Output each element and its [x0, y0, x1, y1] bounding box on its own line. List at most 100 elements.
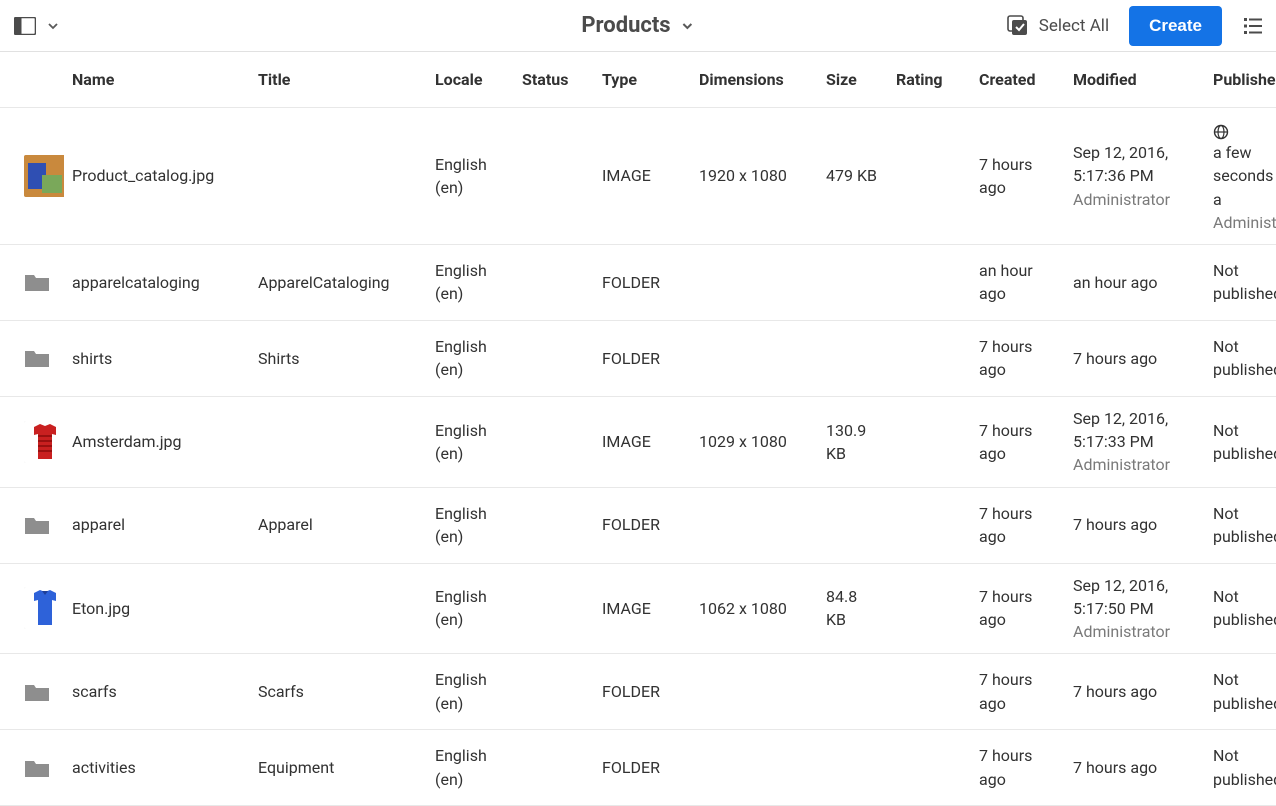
folder-icon: [16, 514, 64, 536]
cell-title: ApparelCataloging: [250, 271, 427, 294]
cell-created: 7 hours ago: [971, 153, 1065, 199]
table-row[interactable]: shirtsShirtsEnglish (en) FOLDER 7 hours ag…: [0, 321, 1276, 397]
cell-published: Not published: [1213, 337, 1276, 379]
cell-name: shirts: [64, 347, 250, 370]
cell-locale: English (en): [427, 259, 514, 305]
cell-locale: English (en): [427, 585, 514, 631]
col-type[interactable]: Type: [594, 70, 691, 89]
thumbnail: [24, 421, 64, 463]
cell-locale: English (en): [427, 335, 514, 381]
select-all-button[interactable]: Select All: [1007, 15, 1109, 37]
cell-modified: 7 hours ago: [1073, 682, 1157, 701]
cell-modified: Sep 12, 2016, 5:17:50 PM: [1073, 576, 1168, 618]
col-published[interactable]: Published: [1205, 70, 1276, 89]
col-created[interactable]: Created: [971, 70, 1065, 89]
cell-published: Not published: [1213, 421, 1276, 463]
cell-type: IMAGE: [594, 164, 691, 187]
cell-published-by: Administr: [1213, 211, 1276, 234]
col-status[interactable]: Status: [514, 70, 594, 89]
col-locale[interactable]: Locale: [427, 70, 514, 89]
cell-dimensions: 1062 x 1080: [691, 597, 818, 620]
table-row[interactable]: Eton.jpg English (en) IMAGE1062 x 108084.8…: [0, 564, 1276, 655]
cell-locale: English (en): [427, 502, 514, 548]
asset-table: Name Title Locale Status Type Dimensions…: [0, 52, 1276, 806]
cell-modified: 7 hours ago: [1073, 349, 1157, 368]
cell-locale: English (en): [427, 668, 514, 714]
select-all-icon: [1007, 15, 1029, 37]
folder-icon: [16, 347, 64, 369]
cell-locale: English (en): [427, 744, 514, 790]
cell-created: 7 hours ago: [971, 419, 1065, 465]
cell-published: Not published: [1213, 504, 1276, 546]
cell-locale: English (en): [427, 153, 514, 199]
cell-type: FOLDER: [594, 680, 691, 703]
cell-type: FOLDER: [594, 271, 691, 294]
cell-type: FOLDER: [594, 756, 691, 779]
create-button[interactable]: Create: [1129, 6, 1222, 46]
cell-published: Not published: [1213, 261, 1276, 303]
cell-name: Eton.jpg: [64, 597, 250, 620]
col-size[interactable]: Size: [818, 70, 888, 89]
cell-size: 84.8 KB: [818, 585, 888, 631]
folder-icon: [16, 271, 64, 293]
cell-created: 7 hours ago: [971, 585, 1065, 631]
cell-modified: an hour ago: [1073, 273, 1157, 292]
table-row[interactable]: scarfsScarfsEnglish (en) FOLDER 7 hours ag…: [0, 654, 1276, 730]
rail-dropdown-chevron-icon[interactable]: [46, 19, 60, 33]
cell-modified-by: Administrator: [1073, 453, 1197, 476]
table-row[interactable]: apparelcatalogingApparelCatalogingEnglis…: [0, 245, 1276, 321]
col-title[interactable]: Title: [250, 70, 427, 89]
title-dropdown-chevron-icon[interactable]: [681, 19, 695, 33]
cell-size: 479 KB: [818, 164, 888, 187]
col-dimensions[interactable]: Dimensions: [691, 70, 818, 89]
cell-published: Not published: [1213, 746, 1276, 788]
cell-name: scarfs: [64, 680, 250, 703]
cell-title: Equipment: [250, 756, 427, 779]
col-name[interactable]: Name: [64, 70, 250, 89]
rail-toggle-icon[interactable]: [12, 16, 38, 36]
top-bar: Products Select All Create: [0, 0, 1276, 52]
thumbnail: [24, 587, 64, 629]
cell-modified-by: Administrator: [1073, 620, 1197, 643]
cell-type: IMAGE: [594, 430, 691, 453]
cell-created: 7 hours ago: [971, 744, 1065, 790]
folder-icon: [16, 757, 64, 779]
cell-created: 7 hours ago: [971, 668, 1065, 714]
cell-size: 130.9 KB: [818, 419, 888, 465]
cell-modified: 7 hours ago: [1073, 758, 1157, 777]
cell-type: FOLDER: [594, 347, 691, 370]
col-modified[interactable]: Modified: [1065, 70, 1205, 89]
cell-dimensions: 1920 x 1080: [691, 164, 818, 187]
cell-created: 7 hours ago: [971, 335, 1065, 381]
folder-icon: [16, 681, 64, 703]
table-row[interactable]: activitiesEquipmentEnglish (en) FOLDER 7 h…: [0, 730, 1276, 806]
breadcrumb-title[interactable]: Products: [581, 13, 694, 38]
cell-published: a few seconds a: [1213, 143, 1273, 208]
cell-name: activities: [64, 756, 250, 779]
cell-name: Product_catalog.jpg: [64, 164, 250, 187]
cell-locale: English (en): [427, 419, 514, 465]
cell-type: FOLDER: [594, 513, 691, 536]
page-title: Products: [581, 13, 670, 38]
cell-created: an hour ago: [971, 259, 1065, 305]
view-switcher-icon[interactable]: [1242, 15, 1264, 37]
cell-name: apparel: [64, 513, 250, 536]
select-all-label: Select All: [1039, 16, 1109, 36]
cell-dimensions: 1029 x 1080: [691, 430, 818, 453]
cell-title: Shirts: [250, 347, 427, 370]
cell-type: IMAGE: [594, 597, 691, 620]
table-row[interactable]: apparelApparelEnglish (en) FOLDER 7 hours …: [0, 488, 1276, 564]
thumbnail: [24, 155, 64, 197]
cell-title: Apparel: [250, 513, 427, 536]
globe-icon: [1213, 123, 1229, 139]
cell-modified: Sep 12, 2016, 5:17:33 PM: [1073, 409, 1168, 451]
cell-title: Scarfs: [250, 680, 427, 703]
cell-modified: 7 hours ago: [1073, 515, 1157, 534]
cell-name: apparelcataloging: [64, 271, 250, 294]
table-row[interactable]: Product_catalog.jpg English (en) IMAGE1920…: [0, 108, 1276, 245]
table-row[interactable]: Amsterdam.jpg English (en) IMAGE1029 x 108…: [0, 397, 1276, 488]
col-rating[interactable]: Rating: [888, 70, 971, 89]
cell-name: Amsterdam.jpg: [64, 430, 250, 453]
cell-modified-by: Administrator: [1073, 188, 1197, 211]
cell-modified: Sep 12, 2016, 5:17:36 PM: [1073, 143, 1168, 185]
